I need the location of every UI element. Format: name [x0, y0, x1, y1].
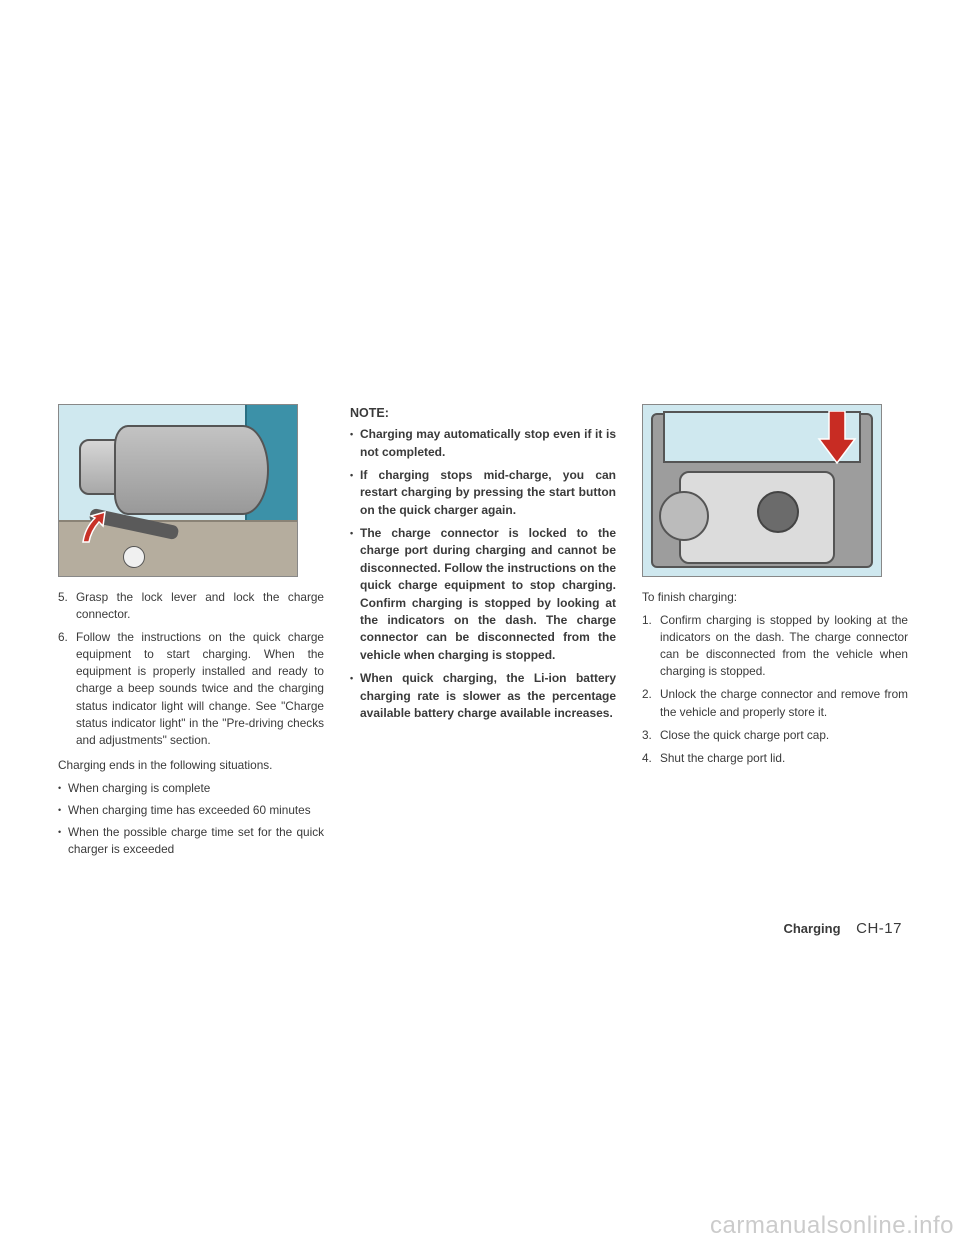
- finish-intro: To finish charging:: [642, 589, 908, 606]
- finish-step-3: 3. Close the quick charge port cap.: [642, 727, 908, 744]
- step-text: Confirm charging is stopped by looking a…: [660, 612, 908, 680]
- charging-ends-list: When charging is complete When charging …: [58, 780, 324, 858]
- step-6: 6. Follow the instructions on the quick …: [58, 629, 324, 749]
- note-heading: NOTE:: [350, 404, 616, 422]
- step-number: 4.: [642, 750, 660, 767]
- step-number: 1.: [642, 612, 660, 680]
- step-number: 6.: [58, 629, 76, 749]
- page-footer: Charging CH-17: [783, 920, 902, 937]
- step-text: Follow the instructions on the quick cha…: [76, 629, 324, 749]
- page-number: CH-17: [856, 920, 902, 937]
- step-number: 2.: [642, 686, 660, 720]
- step-text: Grasp the lock lever and lock the charge…: [76, 589, 324, 623]
- step-text: Unlock the charge connector and remove f…: [660, 686, 908, 720]
- step-text: Close the quick charge port cap.: [660, 727, 908, 744]
- note-item: Charging may automatically stop even if …: [350, 426, 616, 461]
- curved-arrow-icon: [79, 510, 115, 550]
- down-arrow-icon: [815, 411, 859, 472]
- list-item: When charging time has exceeded 60 minut…: [58, 802, 324, 819]
- watermark: carmanualsonline.info: [710, 1212, 954, 1240]
- note-text: When quick charging, the Li-ion battery …: [360, 670, 616, 722]
- note-text: If charging stops mid-charge, you can re…: [360, 467, 616, 519]
- charging-ends-intro: Charging ends in the following situation…: [58, 757, 324, 774]
- figure-lock-lever: [58, 404, 298, 577]
- step-number: 3.: [642, 727, 660, 744]
- list-item: When the possible charge time set for th…: [58, 824, 324, 858]
- finish-step-list: 1. Confirm charging is stopped by lookin…: [642, 612, 908, 767]
- step-number: 5.: [58, 589, 76, 623]
- finish-step-1: 1. Confirm charging is stopped by lookin…: [642, 612, 908, 680]
- section-label: Charging: [783, 921, 840, 936]
- finish-step-4: 4. Shut the charge port lid.: [642, 750, 908, 767]
- step-5: 5. Grasp the lock lever and lock the cha…: [58, 589, 324, 623]
- note-item: When quick charging, the Li-ion battery …: [350, 670, 616, 722]
- figure-port-top: [642, 404, 882, 577]
- column-right: To finish charging: 1. Confirm charging …: [642, 404, 908, 904]
- step-text: Shut the charge port lid.: [660, 750, 908, 767]
- step-list: 5. Grasp the lock lever and lock the cha…: [58, 589, 324, 749]
- note-item: The charge connector is locked to the ch…: [350, 525, 616, 664]
- note-list: Charging may automatically stop even if …: [350, 426, 616, 722]
- list-text: When the possible charge time set for th…: [68, 824, 324, 858]
- list-text: When charging is complete: [68, 780, 210, 797]
- finish-step-2: 2. Unlock the charge connector and remov…: [642, 686, 908, 720]
- note-text: The charge connector is locked to the ch…: [360, 525, 616, 664]
- note-text: Charging may automatically stop even if …: [360, 426, 616, 461]
- column-left: 5. Grasp the lock lever and lock the cha…: [58, 404, 324, 904]
- list-text: When charging time has exceeded 60 minut…: [68, 802, 311, 819]
- list-item: When charging is complete: [58, 780, 324, 797]
- column-middle: NOTE: Charging may automatically stop ev…: [350, 404, 616, 904]
- note-item: If charging stops mid-charge, you can re…: [350, 467, 616, 519]
